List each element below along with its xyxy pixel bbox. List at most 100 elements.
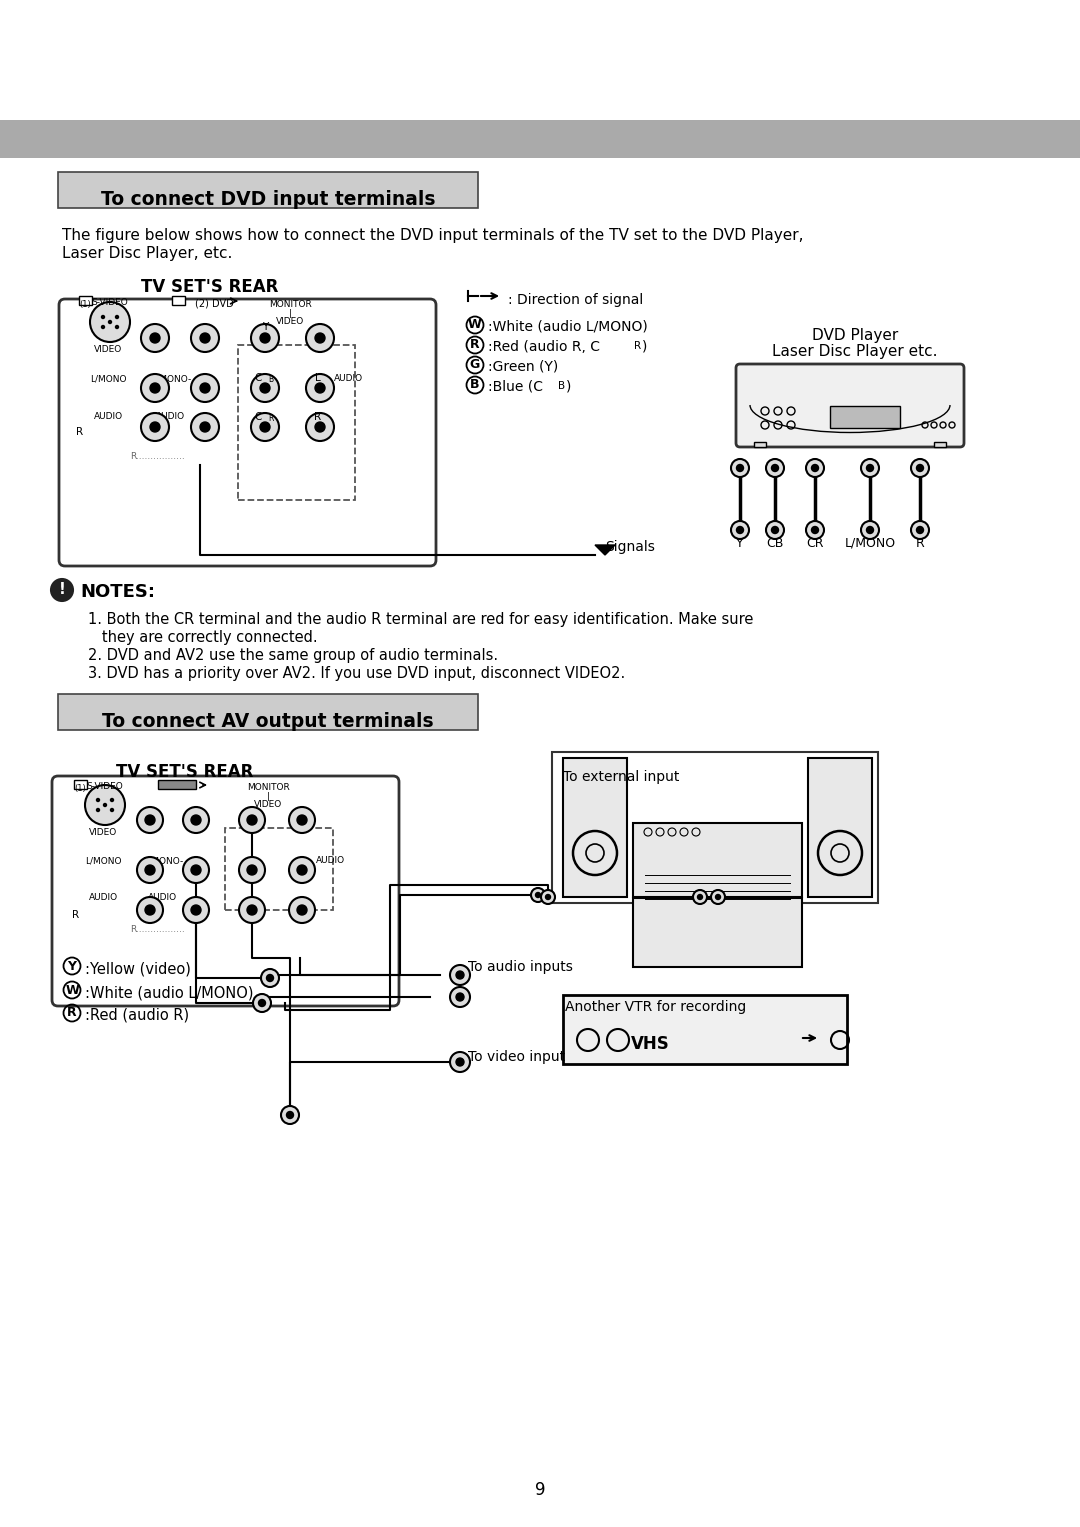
Text: : Direction of signal: : Direction of signal: [508, 293, 644, 307]
Circle shape: [731, 460, 750, 476]
Text: CR: CR: [807, 538, 824, 550]
Circle shape: [536, 892, 540, 898]
FancyBboxPatch shape: [59, 299, 436, 567]
Text: AUDIO: AUDIO: [148, 893, 176, 902]
FancyBboxPatch shape: [58, 693, 478, 730]
Circle shape: [137, 806, 163, 834]
Circle shape: [289, 806, 315, 834]
Circle shape: [297, 815, 307, 825]
Circle shape: [456, 1058, 464, 1066]
Text: :Red (audio R, C: :Red (audio R, C: [488, 341, 600, 354]
Circle shape: [103, 803, 107, 808]
Text: R: R: [72, 910, 80, 919]
Circle shape: [150, 383, 160, 392]
Text: VIDEO: VIDEO: [94, 345, 122, 354]
Text: TV SET'S REAR: TV SET'S REAR: [141, 278, 279, 296]
Circle shape: [315, 333, 325, 344]
Circle shape: [150, 333, 160, 344]
Circle shape: [306, 324, 334, 353]
Text: R: R: [314, 412, 322, 421]
Text: R: R: [634, 341, 642, 351]
Circle shape: [85, 785, 125, 825]
Circle shape: [251, 412, 279, 441]
Text: R: R: [916, 538, 924, 550]
Circle shape: [297, 906, 307, 915]
Text: W: W: [65, 983, 79, 997]
Circle shape: [866, 464, 874, 472]
Text: R: R: [67, 1006, 77, 1020]
Text: VIDEO: VIDEO: [89, 828, 117, 837]
Circle shape: [260, 383, 270, 392]
Circle shape: [711, 890, 725, 904]
Text: Y: Y: [737, 538, 744, 550]
FancyBboxPatch shape: [52, 776, 399, 1006]
Circle shape: [306, 412, 334, 441]
Circle shape: [545, 895, 551, 899]
Text: B: B: [558, 382, 565, 391]
FancyBboxPatch shape: [552, 751, 878, 902]
Circle shape: [811, 527, 819, 533]
Text: :Green (Y): :Green (Y): [488, 360, 558, 374]
Text: AUDIO: AUDIO: [89, 893, 118, 902]
Text: :Red (audio R): :Red (audio R): [85, 1008, 189, 1023]
Text: R: R: [268, 414, 273, 423]
Circle shape: [315, 383, 325, 392]
Circle shape: [145, 815, 156, 825]
Text: |: |: [267, 793, 270, 802]
FancyBboxPatch shape: [831, 406, 900, 428]
Text: |: |: [288, 308, 292, 318]
Circle shape: [912, 460, 929, 476]
Circle shape: [450, 965, 470, 985]
Text: TV SET'S REAR: TV SET'S REAR: [117, 764, 254, 780]
Circle shape: [114, 315, 119, 319]
Circle shape: [200, 383, 210, 392]
FancyBboxPatch shape: [633, 898, 802, 967]
Text: !: !: [58, 582, 66, 597]
Circle shape: [96, 797, 100, 802]
Circle shape: [96, 808, 100, 812]
Circle shape: [145, 864, 156, 875]
FancyBboxPatch shape: [58, 173, 478, 208]
Text: VHS: VHS: [631, 1035, 670, 1054]
FancyBboxPatch shape: [0, 121, 1080, 157]
Circle shape: [281, 1106, 299, 1124]
Circle shape: [110, 797, 114, 802]
Circle shape: [289, 857, 315, 883]
FancyBboxPatch shape: [808, 757, 872, 896]
FancyBboxPatch shape: [79, 296, 92, 305]
Text: AUDIO: AUDIO: [94, 412, 122, 421]
Text: To video input: To video input: [468, 1051, 565, 1064]
Circle shape: [191, 815, 201, 825]
Circle shape: [191, 374, 219, 402]
Text: :White (audio L/MONO): :White (audio L/MONO): [488, 321, 648, 334]
Circle shape: [917, 527, 923, 533]
Text: DVD Player: DVD Player: [812, 328, 899, 344]
Text: R: R: [77, 428, 83, 437]
Circle shape: [456, 971, 464, 979]
Circle shape: [260, 421, 270, 432]
Text: L/MONO: L/MONO: [90, 374, 126, 383]
Circle shape: [183, 896, 210, 922]
Text: L/MONO: L/MONO: [84, 857, 121, 864]
Circle shape: [247, 864, 257, 875]
Circle shape: [251, 374, 279, 402]
Text: NOTES:: NOTES:: [80, 583, 156, 602]
Circle shape: [806, 521, 824, 539]
Circle shape: [912, 521, 929, 539]
Text: Y: Y: [261, 322, 268, 331]
Circle shape: [150, 421, 160, 432]
Circle shape: [297, 864, 307, 875]
Text: ): ): [566, 380, 571, 394]
Circle shape: [737, 464, 743, 472]
Text: Signals: Signals: [605, 541, 654, 554]
Circle shape: [200, 421, 210, 432]
Circle shape: [141, 412, 168, 441]
Circle shape: [731, 521, 750, 539]
Circle shape: [771, 527, 779, 533]
Circle shape: [811, 464, 819, 472]
Circle shape: [114, 325, 119, 330]
Circle shape: [247, 815, 257, 825]
Circle shape: [239, 896, 265, 922]
Text: (2) DVD: (2) DVD: [195, 299, 233, 308]
Circle shape: [239, 857, 265, 883]
